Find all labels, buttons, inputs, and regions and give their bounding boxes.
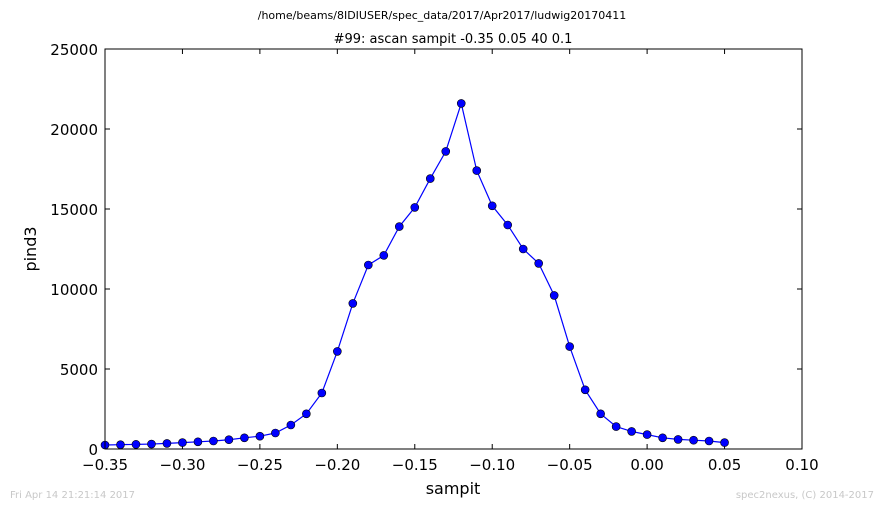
data-point — [410, 203, 420, 212]
x-tick-label: −0.35 — [82, 456, 128, 474]
data-point — [394, 222, 404, 231]
y-tick-label: 20000 — [50, 121, 98, 139]
data-point — [580, 385, 590, 395]
footer-timestamp: Fri Apr 14 21:21:14 2017 — [10, 490, 135, 501]
x-tick-label: −0.25 — [237, 456, 283, 474]
data-point — [642, 430, 652, 439]
data-point — [720, 438, 729, 447]
data-point — [271, 428, 280, 438]
data-point — [441, 147, 451, 156]
data-point — [689, 435, 698, 445]
data-point — [658, 433, 667, 443]
y-tick-label: 15000 — [50, 201, 98, 219]
data-series — [100, 99, 729, 450]
x-tick-label: −0.15 — [392, 456, 438, 474]
data-point — [379, 251, 389, 260]
x-tick-label: −0.05 — [547, 456, 593, 474]
data-point — [317, 388, 327, 398]
y-tick-label: 5000 — [60, 361, 98, 379]
data-point — [178, 438, 187, 447]
data-point — [487, 201, 497, 211]
data-point — [472, 166, 482, 175]
x-tick-label: −0.30 — [159, 456, 205, 474]
data-point — [673, 435, 683, 444]
chart-title: #99: ascan sampit -0.35 0.05 40 0.1 — [334, 32, 573, 47]
chart-suptitle: /home/beams/8IDIUSER/spec_data/2017/Apr2… — [258, 9, 627, 22]
data-point — [534, 259, 543, 268]
data-point — [425, 174, 435, 183]
series-line — [104, 101, 725, 446]
data-point — [209, 436, 218, 446]
data-point — [364, 260, 373, 270]
data-point — [611, 422, 621, 431]
data-point — [348, 299, 358, 308]
x-axis-label: sampit — [426, 479, 481, 498]
y-tick-label: 0 — [88, 441, 98, 459]
y-axis-label: pind3 — [21, 226, 40, 271]
data-point — [549, 291, 559, 300]
data-point — [116, 440, 125, 449]
x-tick-label: 0.05 — [708, 456, 741, 474]
data-point — [302, 409, 311, 419]
data-point — [224, 435, 234, 445]
x-tick-label: −0.20 — [314, 456, 360, 474]
data-point — [456, 99, 466, 108]
data-point — [503, 220, 513, 230]
data-point — [162, 439, 172, 448]
data-point — [255, 431, 265, 441]
data-point — [565, 342, 574, 351]
x-tick-label: 0.00 — [630, 456, 663, 474]
data-point — [596, 409, 605, 419]
x-tick-label: 0.10 — [785, 456, 818, 474]
y-tick-label: 10000 — [50, 281, 98, 299]
data-point — [286, 420, 296, 430]
footer-credit: spec2nexus, (C) 2014-2017 — [736, 490, 874, 501]
axis-ticks: −0.35 −0.30 −0.25 −0.20 −0.15 −0.10 −0.05 0.00 0… — [50, 41, 818, 474]
data-point — [193, 437, 203, 447]
y-tick-label: 25000 — [50, 41, 98, 59]
data-point — [147, 439, 156, 449]
data-point — [333, 347, 342, 356]
x-tick-label: −0.10 — [469, 456, 515, 474]
data-point — [627, 427, 636, 436]
data-point — [240, 433, 249, 443]
data-point — [704, 436, 714, 446]
plot-frame — [104, 48, 803, 450]
data-point — [131, 440, 141, 449]
data-point — [518, 244, 528, 254]
